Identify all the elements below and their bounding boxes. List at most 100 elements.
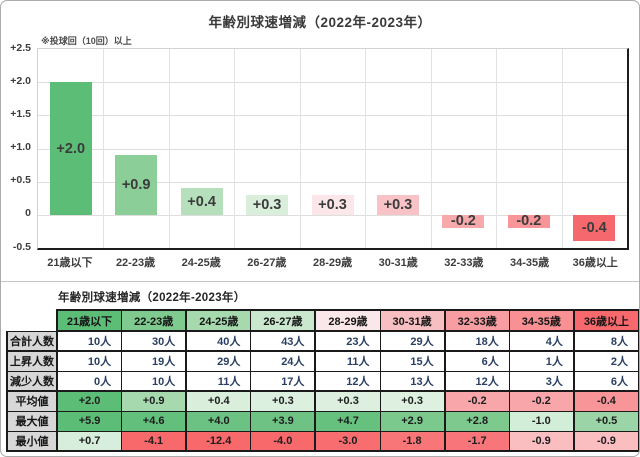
- bar-36歳以上: [573, 214, 616, 242]
- table-header-row: 21歳以下 22-23歳 24-25歳 26-27歳 28-29歳 30-31歳 32-33…: [7, 309, 639, 332]
- chart-note: ※投球回（10回）以上: [41, 36, 132, 46]
- col-header-34-35歳: 34-35歳: [508, 309, 575, 332]
- table-cell: -0.2: [443, 390, 510, 412]
- table-corner-cell: [7, 310, 57, 331]
- table-cell: 0人: [56, 370, 123, 392]
- row-label-最小値: 最小値: [6, 430, 58, 452]
- bar-value-label: -0.2: [450, 213, 476, 230]
- table-section: 年齢別球速増減（2022年-2023年） 21歳以下 22-23歳 24-25歳 26…: [1, 282, 639, 452]
- table-cell: 15人: [379, 350, 446, 372]
- table-title: 年齢別球速増減（2022年-2023年）: [58, 292, 246, 304]
- table-cell: 8人: [572, 330, 639, 352]
- gridline-horizontal: [38, 181, 627, 183]
- table-cell: -3.0: [314, 430, 381, 452]
- gridline-vertical: [234, 49, 236, 248]
- gridline-horizontal: [38, 82, 627, 84]
- table-cell: 29人: [379, 330, 446, 352]
- table-cell: 12人: [314, 370, 381, 392]
- bar-21歳以下: [49, 82, 92, 215]
- row-label-最大値: 最大値: [6, 410, 58, 432]
- table-row: 上昇人数 10人 19人 29人 24人 11人 15人 6人 1人 2人: [6, 350, 639, 372]
- x-axis-tick: 24-25歳: [181, 257, 221, 269]
- gridline-horizontal: [38, 148, 627, 150]
- table-cell: +4.7: [314, 410, 381, 432]
- table-cell: -0.2: [508, 390, 575, 412]
- col-header-36歳以上: 36歳以上: [572, 309, 639, 332]
- bar-value-label: +0.3: [318, 196, 347, 213]
- plot-area: +2.0 +0.9 +0.4 +0.3 +0.3 +0.3 -0.2 -0.2 -0.4: [37, 48, 629, 250]
- table-cell: -0.4: [572, 390, 639, 412]
- table-cell: -4.0: [250, 430, 316, 452]
- bar-value-label: +0.3: [252, 196, 282, 213]
- chart-section: 年齢別球速増減（2022年-2023年） ※投球回（10回）以上 +2.5 +2.…: [1, 1, 639, 282]
- bar-value-label: -0.4: [581, 220, 607, 237]
- table-cell: +4.0: [185, 410, 252, 432]
- table-row: 減少人数 0人 10人 11人 17人 12人 13人 12人 3人 6人: [6, 370, 639, 392]
- col-header-21歳以下: 21歳以下: [56, 309, 123, 332]
- table-cell: 17人: [250, 370, 316, 392]
- y-axis: +2.5 +2.0 +1.5 +1.0 +0.5 0 -0.5: [1, 42, 34, 253]
- table-cell: +0.3: [250, 390, 316, 412]
- bar-30-31歳: [376, 194, 419, 215]
- bar-value-label: -0.2: [516, 213, 542, 230]
- table-cell: +2.9: [379, 410, 446, 432]
- table-row: 最小値 +0.7 -4.1 -12.4 -4.0 -3.0 -1.8 -1.7 -0.9 -0.9: [6, 430, 639, 452]
- table-cell: +0.9: [121, 390, 187, 412]
- table-cell: +4.6: [121, 410, 187, 432]
- x-axis-tick: 21歳以下: [47, 257, 93, 269]
- table-cell: +0.4: [185, 390, 252, 412]
- table-cell: -0.9: [572, 430, 639, 452]
- table-cell: 2人: [572, 350, 639, 372]
- table-cell: 11人: [314, 350, 381, 372]
- table-cell: 18人: [443, 330, 510, 352]
- table-cell: +0.7: [56, 430, 123, 452]
- table-cell: +0.5: [572, 410, 639, 432]
- table-cell: -1.0: [508, 410, 575, 432]
- table-cell: +0.3: [314, 390, 381, 412]
- bar-value-label: +0.9: [121, 176, 151, 193]
- x-axis-tick: 32-33歳: [444, 257, 484, 269]
- table-cell: 10人: [56, 330, 123, 352]
- col-header-30-31歳: 30-31歳: [379, 309, 446, 332]
- y-axis-tick: -0.5: [12, 240, 31, 253]
- x-axis-tick: 22-23歳: [115, 257, 156, 269]
- table-cell: 6人: [572, 370, 639, 392]
- table-cell: 30人: [121, 330, 187, 352]
- col-header-28-29歳: 28-29歳: [314, 309, 381, 332]
- table-cell: 43人: [250, 330, 316, 352]
- table-cell: 6人: [443, 350, 510, 372]
- y-axis-tick: +2.5: [10, 41, 31, 54]
- bar-value-label: +2.0: [56, 140, 86, 157]
- table-cell: 13人: [379, 370, 446, 392]
- gridline-vertical: [496, 49, 498, 248]
- gridline-horizontal: [38, 115, 627, 117]
- table-cell: -1.7: [443, 430, 510, 452]
- row-label-合計人数: 合計人数: [6, 330, 58, 352]
- bar-26-27歳: [246, 194, 289, 215]
- table-cell: +5.9: [56, 410, 123, 432]
- gridline-vertical: [561, 49, 563, 248]
- table-cell: -0.9: [508, 430, 575, 452]
- table-cell: +0.3: [379, 390, 446, 412]
- bar-24-25歳: [180, 188, 223, 215]
- table-cell: 12人: [443, 370, 510, 392]
- bar-32-33歳: [442, 214, 485, 229]
- y-axis-tick: +0.5: [10, 174, 31, 187]
- table-cell: 29人: [185, 350, 252, 372]
- gridline-vertical: [103, 49, 105, 248]
- table-cell: +3.9: [250, 410, 316, 432]
- table-cell: +2.0: [56, 390, 123, 412]
- col-header-26-27歳: 26-27歳: [250, 309, 316, 332]
- table-row: 合計人数 10人 30人 40人 43人 23人 29人 18人 4人 8人: [6, 330, 639, 352]
- bar-value-label: +0.4: [187, 193, 216, 210]
- table-cell: 4人: [508, 330, 575, 352]
- x-axis-tick: 34-35歳: [509, 257, 550, 269]
- chart-title: 年齢別球速増減（2022年-2023年）: [208, 15, 432, 30]
- y-axis-tick: +1.0: [10, 141, 31, 153]
- table-cell: 10人: [56, 350, 123, 372]
- bar-22-23歳: [115, 155, 158, 215]
- y-axis-tick: +1.5: [10, 107, 31, 120]
- gridline-vertical: [299, 49, 301, 248]
- table-cell: 1人: [508, 350, 575, 372]
- table-cell: 24人: [250, 350, 316, 372]
